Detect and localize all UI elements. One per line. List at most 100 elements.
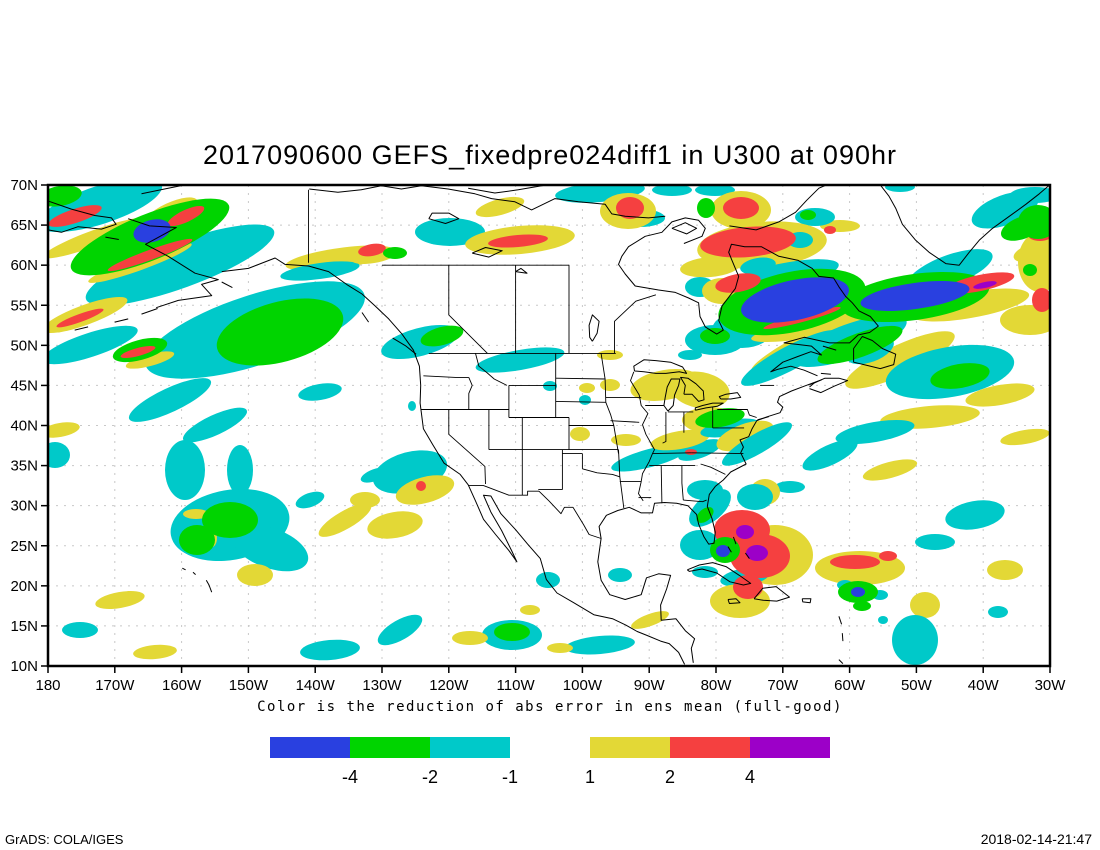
anomaly-region	[231, 524, 309, 572]
border-path	[700, 463, 726, 475]
coastline-path	[809, 377, 849, 394]
x-tick-label: 80W	[701, 677, 733, 694]
anomaly-region	[700, 328, 730, 344]
anomaly-region	[488, 234, 548, 248]
island-path	[838, 616, 843, 625]
island-path	[841, 633, 844, 642]
caption: Color is the reduction of abs error in e…	[257, 699, 843, 715]
page-title: 2017090600 GEFS_fixedpre024diff1 in U300…	[203, 140, 897, 170]
border-path	[468, 485, 539, 496]
anomaly-region	[48, 205, 102, 227]
anomaly-region	[973, 281, 997, 289]
anomaly-region	[295, 491, 325, 509]
coastline-path	[618, 217, 879, 377]
border-path	[630, 371, 655, 502]
island-path	[192, 571, 196, 575]
x-tick-label: 150W	[229, 677, 269, 694]
anomaly-region	[716, 420, 774, 452]
y-tick-label: 30N	[10, 498, 38, 515]
border-path	[423, 375, 469, 378]
anomaly-region	[741, 277, 849, 323]
anomaly-region	[1018, 205, 1050, 239]
anomaly-region	[695, 185, 735, 196]
colorbar-label: 4	[745, 767, 755, 787]
anomaly-region	[520, 605, 540, 615]
x-tick-label: 140W	[296, 677, 336, 694]
coastline-path	[879, 185, 1050, 266]
y-tick-label: 35N	[10, 458, 38, 475]
anomaly-region	[631, 611, 669, 629]
island-path	[727, 598, 741, 604]
coastline-path	[729, 185, 828, 231]
grads-stamp: GrADS: COLA/IGES	[5, 832, 124, 847]
anomaly-region	[227, 445, 253, 495]
anomaly-region	[350, 492, 380, 508]
y-tick-label: 15N	[10, 618, 38, 635]
lake-outline	[718, 392, 742, 400]
border-path	[717, 409, 757, 418]
anomaly-region	[415, 218, 485, 246]
anomaly-region	[715, 273, 761, 293]
x-tick-label: 100W	[563, 677, 603, 694]
anomaly-region	[860, 281, 970, 311]
anomaly-region	[1023, 264, 1037, 276]
x-tick-label: 130W	[362, 677, 402, 694]
island-path	[182, 567, 186, 571]
anomaly-region	[179, 525, 215, 555]
anomaly-region	[845, 331, 955, 389]
x-tick-label: 160W	[162, 677, 202, 694]
anomaly-region	[125, 351, 175, 369]
anomaly-region	[475, 347, 565, 373]
anomaly-region	[678, 439, 722, 461]
anomaly-region	[987, 560, 1023, 580]
border-path	[660, 465, 663, 504]
anomaly-region	[965, 383, 1035, 407]
anomaly-region	[611, 434, 641, 446]
x-tick-label: 70W	[767, 677, 799, 694]
anomaly-region	[1010, 187, 1050, 203]
anomaly-region	[611, 444, 689, 472]
anomaly-region	[1000, 305, 1050, 335]
lake-outline	[588, 314, 600, 342]
colorbar-segment	[750, 737, 830, 758]
island-path	[392, 337, 417, 355]
island-path	[853, 336, 897, 370]
anomaly-region	[570, 427, 590, 441]
anomaly-region	[910, 592, 940, 618]
lake-outline	[428, 212, 460, 224]
colorbar-label: -1	[502, 767, 518, 787]
anomaly-region	[1032, 288, 1050, 312]
anomaly-region	[878, 616, 888, 624]
border-path	[555, 377, 606, 380]
anomaly-region	[733, 575, 763, 599]
anomaly-region	[395, 475, 455, 505]
border-path	[448, 265, 488, 354]
anomaly-region	[182, 407, 248, 443]
anomaly-region	[851, 587, 865, 597]
x-tick-label: 120W	[429, 677, 469, 694]
anomaly-region	[408, 401, 416, 411]
anomaly-region	[680, 256, 740, 278]
anomaly-region	[650, 429, 710, 451]
anomaly-region	[817, 325, 903, 365]
anomaly-region	[800, 210, 816, 220]
basemap	[48, 185, 1050, 665]
island-path	[820, 372, 831, 375]
island-path	[838, 659, 844, 664]
anomaly-region	[1018, 232, 1050, 292]
colorbar-segment	[270, 737, 350, 758]
y-tick-label: 65N	[10, 217, 38, 234]
island-path	[74, 326, 89, 331]
y-axis: 70N 65N 60N 55N 50N 45N 40N 35N 30N 25N 20N 15N 10N	[10, 177, 48, 675]
lake-outline	[680, 376, 705, 402]
anomaly-region	[416, 481, 426, 491]
anomaly-region	[930, 363, 990, 389]
anomaly-region	[367, 511, 423, 539]
anomaly-region	[536, 572, 560, 588]
coastline-path	[671, 222, 698, 235]
anomaly-region	[775, 481, 805, 493]
anomaly-region	[202, 502, 258, 538]
lake-outline	[472, 247, 503, 258]
